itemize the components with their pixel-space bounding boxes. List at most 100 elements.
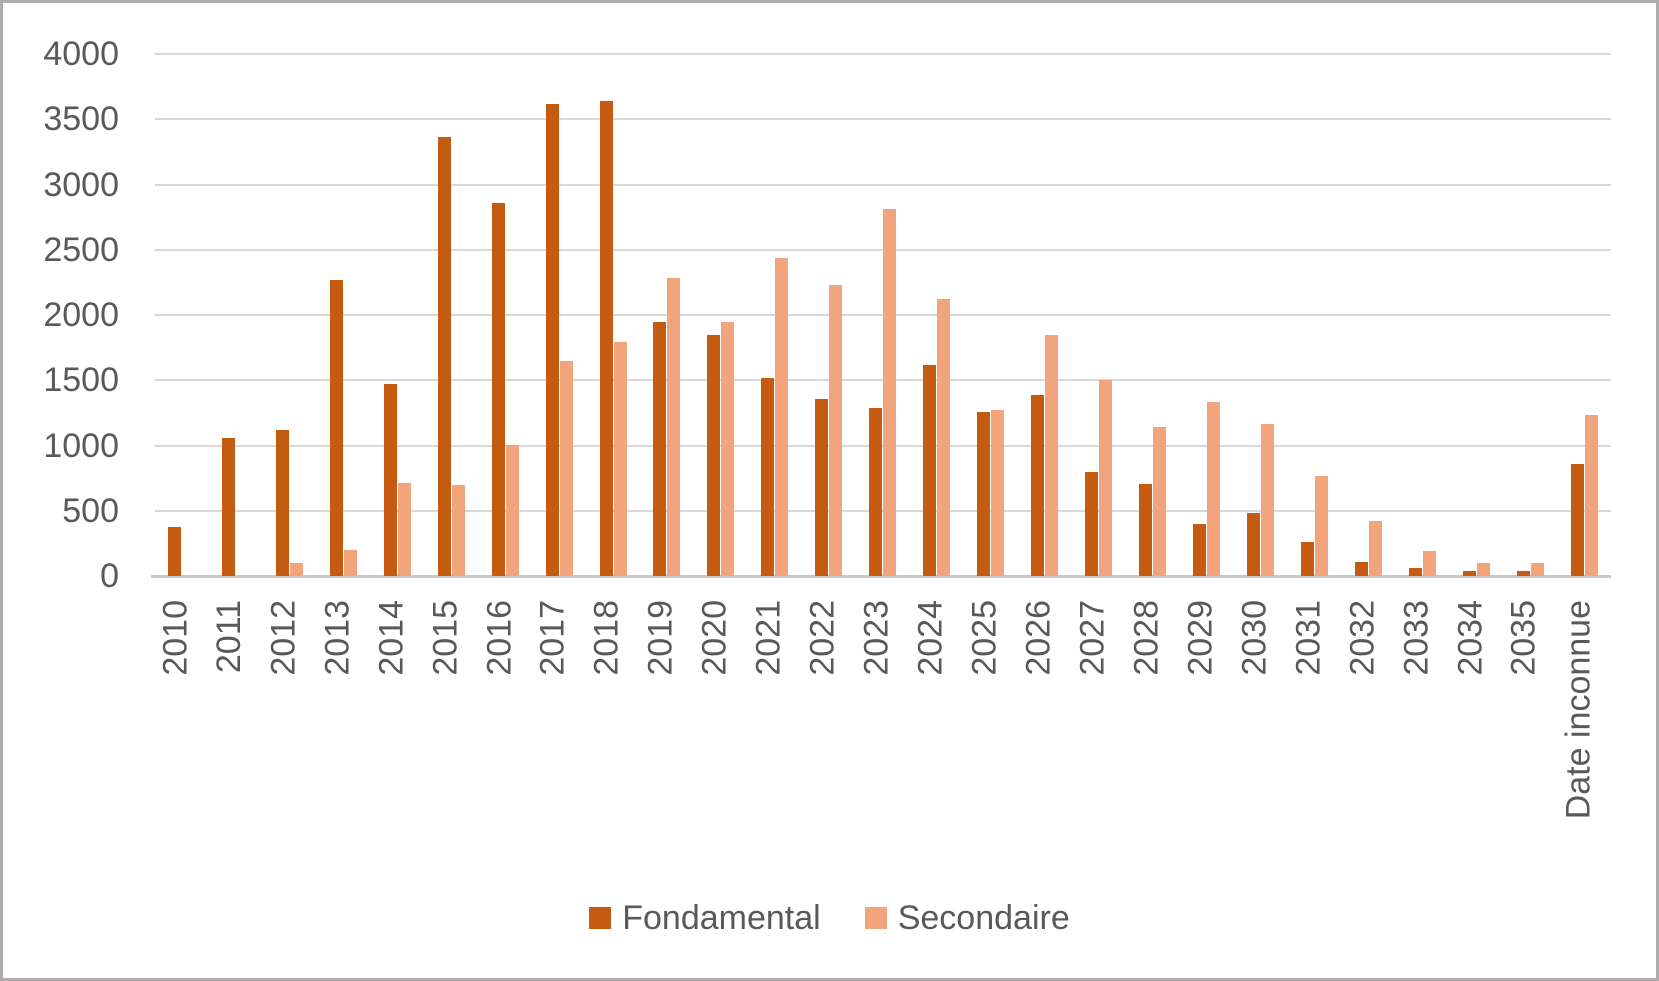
legend-item-secondaire: Secondaire — [864, 899, 1070, 937]
bar-secondaire — [559, 361, 573, 576]
bar-secondaire — [1530, 563, 1544, 576]
x-axis-label: 2023 — [857, 600, 896, 676]
y-axis-tick-label: 2500 — [43, 230, 119, 269]
bar-fondamental — [1192, 524, 1206, 576]
bar-fondamental — [923, 365, 937, 576]
gridline — [154, 314, 1611, 316]
bar-fondamental — [599, 101, 613, 576]
bar-fondamental — [545, 104, 559, 576]
y-axis-tick-label: 3500 — [43, 100, 119, 139]
x-axis-label: 2026 — [1019, 600, 1058, 676]
x-axis-label: 2025 — [965, 600, 1004, 676]
x-axis-label: 2027 — [1073, 600, 1112, 676]
x-axis-label: 2013 — [318, 600, 357, 676]
bar-fondamental — [1408, 568, 1422, 576]
bar-secondaire — [613, 342, 627, 576]
bar-fondamental — [329, 280, 343, 576]
x-axis-label: 2024 — [911, 600, 950, 676]
y-axis-tick-label: 500 — [62, 491, 119, 530]
legend-swatch-fondamental — [589, 907, 612, 929]
bar-secondaire — [1206, 402, 1220, 576]
bar-fondamental — [977, 412, 991, 576]
y-axis-tick-label: 2000 — [43, 296, 119, 334]
bar-secondaire — [991, 410, 1005, 576]
bar-fondamental — [1354, 562, 1368, 576]
bar-fondamental — [761, 378, 775, 576]
bar-secondaire — [1152, 427, 1166, 576]
x-axis-label: 2019 — [641, 600, 680, 676]
x-axis-label: 2033 — [1397, 600, 1436, 676]
bar-secondaire — [775, 258, 789, 576]
x-axis-line — [150, 575, 1611, 578]
x-axis-label: 2021 — [749, 600, 788, 676]
bar-secondaire — [1260, 424, 1274, 576]
y-axis-tick-label: 1000 — [43, 426, 119, 465]
x-axis-label: 2028 — [1127, 600, 1166, 676]
gridline — [154, 183, 1611, 186]
bar-fondamental — [707, 335, 721, 576]
bar-fondamental — [1462, 571, 1476, 576]
bar-fondamental — [1300, 542, 1314, 576]
bar-secondaire — [883, 209, 897, 576]
x-axis-label: 2018 — [588, 600, 627, 676]
plot-area: 0 500 1000 1500 2000 2500 3000 3500 4000 2010 2011… — [3, 3, 1656, 978]
bar-fondamental — [1031, 395, 1045, 576]
y-axis-tick-label: 0 — [100, 557, 119, 595]
bar-fondamental — [869, 408, 883, 576]
x-axis-label: 2034 — [1451, 600, 1490, 676]
legend-swatch-secondaire — [864, 907, 887, 929]
x-axis-label: 2029 — [1181, 600, 1220, 676]
x-axis-label: 2022 — [803, 600, 842, 676]
gridline — [154, 379, 1611, 382]
bar-fondamental — [167, 527, 181, 576]
legend-item-fondamental: Fondamental — [589, 899, 821, 937]
bar-secondaire — [451, 485, 465, 576]
bar-secondaire — [721, 322, 735, 576]
bar-secondaire — [937, 299, 951, 576]
bar-fondamental — [1570, 464, 1584, 576]
x-axis-label: 2012 — [264, 600, 303, 676]
bar-fondamental — [1516, 571, 1530, 576]
legend: Fondamental Secondaire — [3, 900, 1656, 936]
bar-secondaire — [1368, 521, 1382, 576]
y-axis-tick-label: 1500 — [43, 361, 119, 400]
bar-secondaire — [667, 278, 681, 576]
bar-secondaire — [289, 563, 303, 576]
bar-fondamental — [653, 322, 667, 576]
bar-secondaire — [1314, 476, 1328, 576]
bar-secondaire — [1099, 380, 1113, 576]
x-axis-label: 2020 — [695, 600, 734, 676]
x-axis-label: 2011 — [210, 600, 249, 674]
y-axis-tick-label: 3000 — [43, 165, 119, 204]
x-axis-label: 2030 — [1235, 600, 1274, 676]
gridline — [154, 118, 1611, 121]
x-axis-label: 2035 — [1505, 600, 1544, 676]
bar-fondamental — [221, 438, 235, 576]
x-axis-label: 2010 — [156, 600, 195, 676]
x-axis-label: 2017 — [534, 600, 573, 676]
bar-secondaire — [343, 550, 357, 576]
bar-fondamental — [491, 203, 505, 576]
bar-secondaire — [1584, 415, 1598, 576]
bar-fondamental — [383, 384, 397, 576]
legend-label-secondaire: Secondaire — [897, 899, 1070, 937]
x-axis-label: 2014 — [372, 600, 411, 676]
bar-secondaire — [1045, 335, 1059, 576]
legend-label-fondamental: Fondamental — [622, 899, 821, 937]
gridline — [154, 53, 1611, 55]
bar-secondaire — [505, 445, 519, 576]
bar-secondaire — [397, 483, 411, 576]
bar-fondamental — [275, 430, 289, 576]
bar-fondamental — [815, 399, 829, 576]
x-axis-label: 2032 — [1343, 600, 1382, 676]
x-axis-label: Date inconnue — [1559, 600, 1598, 820]
bar-fondamental — [437, 137, 451, 576]
gridline — [154, 509, 1611, 512]
bar-fondamental — [1085, 472, 1099, 576]
bar-fondamental — [1246, 513, 1260, 576]
bar-fondamental — [1138, 484, 1152, 576]
bar-secondaire — [829, 285, 843, 576]
x-axis-label: 2016 — [480, 600, 519, 676]
bar-secondaire — [1422, 551, 1436, 576]
